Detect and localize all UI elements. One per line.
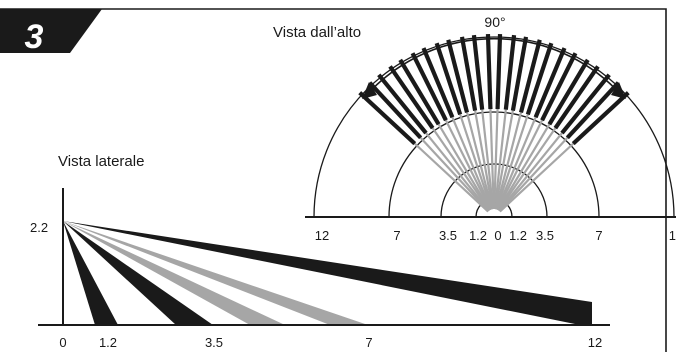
top-axis-label: 3.5 bbox=[536, 228, 554, 243]
top-view-axis-labels: 12 7 3.5 1.2 0 1.2 3.5 7 12 bbox=[315, 228, 676, 243]
fan-beam-outer bbox=[388, 65, 435, 130]
step-badge: 3 bbox=[0, 9, 102, 56]
fan-beam-outer bbox=[503, 34, 517, 110]
side-beam-closest bbox=[63, 221, 118, 325]
fan-beam-inner bbox=[481, 109, 495, 210]
fan-beam-outer bbox=[410, 52, 448, 122]
side-view-title: Vista laterale bbox=[58, 153, 144, 170]
fan-beam-outer bbox=[518, 39, 542, 113]
fan-beam-inner bbox=[493, 109, 499, 210]
fan-beam-outer bbox=[434, 42, 463, 116]
fan-beam-inner bbox=[451, 116, 492, 211]
top-axis-label: 1.2 bbox=[509, 228, 527, 243]
fan-beam-inner bbox=[414, 142, 489, 213]
top-axis-label: 3.5 bbox=[439, 228, 457, 243]
fan-beam-inner bbox=[494, 110, 514, 210]
fan-beam-inner bbox=[496, 116, 537, 211]
top-axis-label: 0 bbox=[494, 228, 501, 243]
top-axis-label: 12 bbox=[315, 228, 329, 243]
angle-label-backdrop bbox=[480, 13, 510, 29]
fan-beam-outer bbox=[533, 47, 567, 119]
fan-beam-inner bbox=[495, 114, 529, 210]
side-axis-label: 7 bbox=[365, 335, 372, 350]
fan-beam-inner bbox=[496, 119, 544, 211]
top-axis-label: 7 bbox=[595, 228, 602, 243]
fan-beam-outer bbox=[421, 47, 455, 119]
step-number: 3 bbox=[25, 18, 44, 56]
side-beam-mid bbox=[63, 221, 285, 325]
fan-beam-outer bbox=[485, 34, 493, 110]
fan-beam-inner bbox=[444, 119, 492, 211]
frame-border bbox=[0, 8, 667, 352]
fan-beam-inner bbox=[498, 132, 563, 212]
side-beam-mid bbox=[63, 221, 368, 325]
side-axis-label: 12 bbox=[588, 335, 602, 350]
angle-sweep-arrow bbox=[362, 37, 626, 99]
fan-beam-outer bbox=[495, 34, 503, 110]
fan-beam-inner bbox=[499, 142, 574, 213]
angle-label: 90° bbox=[484, 14, 505, 30]
fan-beam-outer bbox=[459, 36, 478, 112]
fan-beam-inner bbox=[465, 112, 494, 210]
side-axis-label: 0 bbox=[59, 335, 66, 350]
fan-beam-inner bbox=[493, 109, 507, 210]
fan-beam-inner bbox=[498, 137, 569, 212]
fan-beam-inner bbox=[497, 123, 551, 211]
top-view-title: Vista dall’alto bbox=[273, 24, 361, 41]
top-axis-label: 1.2 bbox=[469, 228, 487, 243]
fan-beam-outer bbox=[565, 81, 620, 140]
fan-beam-outer bbox=[446, 39, 470, 113]
side-beam-far bbox=[63, 221, 592, 325]
fan-beam-inner bbox=[437, 123, 491, 211]
fan-beam-outer bbox=[571, 91, 630, 146]
fan-beam-inner bbox=[419, 137, 490, 212]
fan-beam-outer bbox=[560, 73, 611, 135]
fan-beam-outer bbox=[553, 65, 600, 130]
side-axis-label: 3.5 bbox=[205, 335, 223, 350]
fan-beam-inner bbox=[431, 127, 491, 212]
fan-beam-outer bbox=[471, 34, 485, 110]
fan-beam-outer bbox=[525, 42, 554, 116]
side-axis-label: 1.2 bbox=[99, 335, 117, 350]
fan-beam-outer bbox=[377, 73, 428, 135]
fan-beam-inner bbox=[497, 127, 557, 212]
fan-beam-inner bbox=[489, 109, 495, 210]
fan-beam-inner bbox=[459, 114, 493, 210]
top-view-beam-fan bbox=[358, 34, 630, 213]
fan-beam-outer bbox=[368, 81, 423, 140]
side-beam-near bbox=[63, 221, 213, 325]
fan-beam-outer bbox=[547, 58, 590, 126]
fan-beam-inner bbox=[474, 110, 494, 210]
fan-beam-inner bbox=[425, 132, 490, 212]
height-label: 2.2 bbox=[30, 220, 48, 235]
side-view-axis-labels: 0 1.2 3.5 7 12 bbox=[59, 335, 602, 350]
top-axis-label: 7 bbox=[393, 228, 400, 243]
fan-beam-outer bbox=[540, 52, 578, 122]
fan-beam-outer bbox=[398, 58, 441, 126]
top-axis-label: 12 bbox=[669, 228, 676, 243]
fan-beam-outer bbox=[358, 91, 417, 146]
fan-beam-outer bbox=[510, 36, 529, 112]
side-view-beams bbox=[63, 221, 592, 325]
fan-beam-inner bbox=[494, 112, 523, 210]
